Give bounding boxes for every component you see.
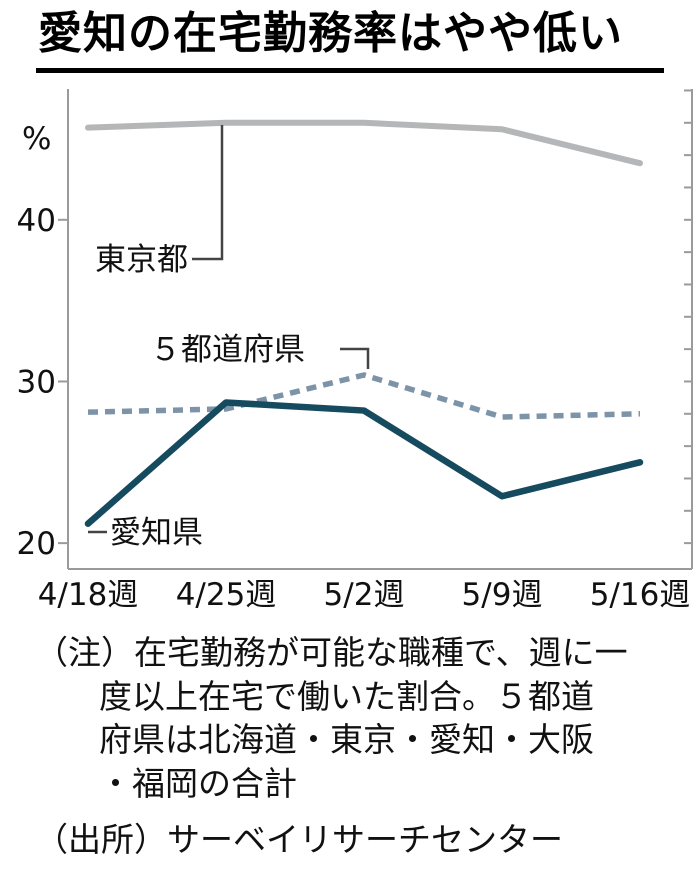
series-tokyo-line xyxy=(85,120,643,167)
note-line-3: 府県は北海道・東京・愛知・大阪 xyxy=(99,720,594,760)
tokyo-label: 東京都 xyxy=(95,242,188,278)
callout-aichi: 愛知県 xyxy=(88,515,203,551)
note-line-4: ・福岡の合計 xyxy=(99,764,297,804)
x-tick-label: 5/9週 xyxy=(462,577,543,613)
source-line: （出所）サーベイリサーチセンター xyxy=(35,819,563,859)
callout-five-prefectures: ５都道府県 xyxy=(150,332,370,370)
x-tick-label: 4/25週 xyxy=(176,577,277,613)
five-prefectures-label: ５都道府県 xyxy=(150,332,305,368)
chart-card: 愛知の在宅勤務率はやや低い 40 30 20 4/18週 4/25週 5/2週 5/9週 5… xyxy=(0,8,698,890)
x-labels: 4/18週 4/25週 5/2週 5/9週 5/16週 xyxy=(38,577,691,613)
note-line-1: （注）在宅勤務が可能な職種で、週に一 xyxy=(35,633,628,673)
five-prefectures-callout-line xyxy=(340,348,370,370)
x-tick-label: 5/2週 xyxy=(324,577,405,613)
chart-title: 愛知の在宅勤務率はやや低い xyxy=(36,8,664,74)
line-chart: 40 30 20 4/18週 4/25週 5/2週 5/9週 5/16週 % 東京都 ５都道… xyxy=(17,89,693,613)
footnote-block: （注）在宅勤務が可能な職種で、週に一 度以上在宅で働いた割合。５都道 府県は北海… xyxy=(35,631,668,861)
y-unit-label: % xyxy=(22,121,51,157)
y-tick-label: 40 xyxy=(17,203,56,239)
x-tick-label: 5/16週 xyxy=(590,577,691,613)
right-ticks xyxy=(684,89,692,545)
series-aichi-line xyxy=(84,399,644,528)
axes xyxy=(67,89,693,571)
series-five-prefectures-line xyxy=(87,372,641,421)
y-ticks: 40 30 20 xyxy=(17,203,68,563)
note-line-2: 度以上在宅で働いた割合。５都道 xyxy=(99,676,594,716)
aichi-label: 愛知県 xyxy=(110,515,203,551)
x-tick-label: 4/18週 xyxy=(38,577,139,613)
callout-tokyo: 東京都 xyxy=(95,125,224,278)
y-tick-label: 30 xyxy=(17,365,56,401)
y-tick-label: 20 xyxy=(17,527,56,563)
tokyo-callout-line xyxy=(192,125,224,261)
